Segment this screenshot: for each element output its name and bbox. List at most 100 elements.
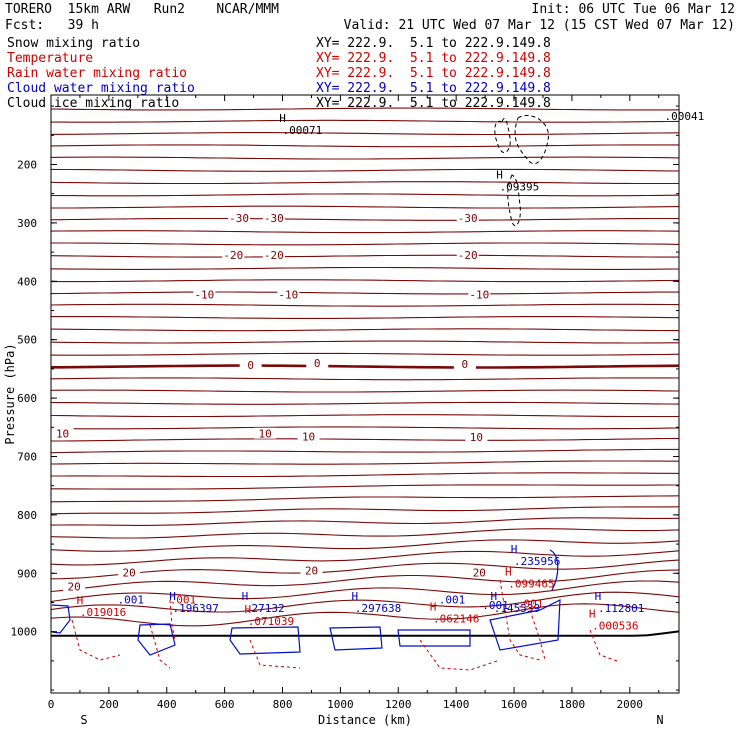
isotherm-line xyxy=(50,230,680,234)
isotherm-line xyxy=(50,352,680,356)
x-tick-label: 400 xyxy=(157,698,177,711)
x-axis-label: Distance (km) xyxy=(318,713,412,727)
isotherm-line xyxy=(50,539,680,552)
isotherm-line xyxy=(51,472,680,478)
legend-range: XY= 222.9. 5.1 to 222.9.149.8 xyxy=(316,51,551,66)
contour-label: -10 xyxy=(469,289,489,302)
extremum-value: .27132 xyxy=(245,602,285,615)
contour-label-bg xyxy=(193,288,216,300)
isotherm-line xyxy=(51,364,680,369)
contour-label-bg xyxy=(453,358,476,370)
extremum-marker: H xyxy=(511,543,518,556)
extremum-value: .00041 xyxy=(665,110,705,123)
isotherm-line xyxy=(50,168,680,172)
contour-label-bg xyxy=(456,212,479,224)
contour-label-bg xyxy=(222,249,245,261)
y-axis-label: Pressure (hPa) xyxy=(3,343,17,444)
isotherm-line xyxy=(50,389,680,393)
cloud-water-contour xyxy=(229,626,301,655)
contour-label: -30 xyxy=(264,212,284,225)
extremum-marker: H xyxy=(169,590,176,603)
extremum-marker: H xyxy=(352,590,359,603)
y-tick-label: 700 xyxy=(17,450,37,463)
contour-label-bg xyxy=(277,288,300,300)
isotherm-line xyxy=(50,132,680,136)
x-tick-label: 0 xyxy=(48,698,55,711)
x-tick-label: 1400 xyxy=(443,698,470,711)
contour-label: -20 xyxy=(223,249,243,262)
isotherm-line xyxy=(50,495,680,503)
extremum-marker: H xyxy=(496,168,503,181)
legend-range: XY= 222.9. 5.1 to 222.9.149.8 xyxy=(316,36,551,51)
extremum-value: .001 xyxy=(170,593,197,606)
extremum-value: .001 xyxy=(439,593,466,606)
extremum-marker: H xyxy=(505,566,512,579)
isotherm-line xyxy=(50,291,679,295)
cloud-water-contour xyxy=(549,549,559,591)
contour-label-bg xyxy=(63,580,86,592)
extremum-value: .071039 xyxy=(248,615,294,628)
plot-frame xyxy=(50,94,680,694)
isotherm-line xyxy=(50,266,680,270)
extremum-marker: H xyxy=(244,603,251,616)
contour-label: 0 xyxy=(462,358,469,371)
x-tick-label: 1200 xyxy=(385,698,412,711)
legend-label: Cloud ice mixing ratio xyxy=(7,96,180,111)
extremum-value: .099465 xyxy=(508,578,554,591)
x-tick-label: 600 xyxy=(215,698,235,711)
extremum-value: .145539 xyxy=(494,602,540,615)
isotherm-line xyxy=(50,254,679,258)
isotherm-line xyxy=(50,550,680,566)
rain-contour xyxy=(249,639,301,669)
contour-label: 20 xyxy=(68,581,81,594)
isotherm-line xyxy=(51,119,680,123)
isotherm-line xyxy=(51,437,680,442)
contour-label: 20 xyxy=(473,567,486,580)
contour-label-bg xyxy=(239,358,262,370)
y-tick-label: 500 xyxy=(17,334,37,347)
contour-label: 10 xyxy=(259,428,272,441)
legend-label: Cloud water mixing ratio xyxy=(7,81,195,96)
rain-contour xyxy=(149,624,171,669)
isotherm-line xyxy=(50,401,680,405)
model-title: TORERO 15km ARW Run2 NCAR/MMM xyxy=(5,2,279,17)
extremum-value: .001 xyxy=(482,599,509,612)
contour-label-bg xyxy=(306,357,329,369)
legend-range: XY= 222.9. 5.1 to 222.9.149.8 xyxy=(316,66,551,81)
extremum-value: .09395 xyxy=(500,180,540,193)
extremum-value: .000536 xyxy=(592,620,638,633)
extremum-value: .235956 xyxy=(514,555,560,568)
extremum-value: .019016 xyxy=(80,606,126,619)
contour-label-bg xyxy=(456,249,479,261)
contour-label-bg xyxy=(468,566,491,578)
legend-label: Rain water mixing ratio xyxy=(7,66,188,81)
extremum-value: .00071 xyxy=(283,124,323,137)
isotherm-line xyxy=(50,569,680,593)
snow-contour xyxy=(507,174,521,227)
isotherm-line xyxy=(50,340,679,344)
contour-label: 20 xyxy=(123,567,136,580)
cloud-water-contour xyxy=(51,604,71,634)
isotherm-line xyxy=(50,506,680,515)
y-tick-label: 1000 xyxy=(11,626,38,639)
rain-contour xyxy=(71,619,121,661)
y-tick-label: 400 xyxy=(17,275,37,288)
extremum-marker: H xyxy=(77,594,84,607)
legend-label: Temperature xyxy=(7,51,94,66)
contour-label: -30 xyxy=(229,212,249,225)
isotherm-line xyxy=(50,217,679,221)
init-time: Init: 06 UTC Tue 06 Mar 12 xyxy=(531,2,736,17)
isotherm-line xyxy=(51,279,680,283)
isotherm-line xyxy=(50,414,679,418)
rain-contour xyxy=(529,609,546,661)
y-tick-label: 900 xyxy=(17,567,37,580)
contour-label: -20 xyxy=(458,249,478,262)
valid-time: Valid: 21 UTC Wed 07 Mar 12 (15 CST Wed … xyxy=(343,18,735,33)
legend-label: Snow mixing ratio xyxy=(7,36,141,51)
isotherm-line xyxy=(51,316,680,319)
contour-label-bg xyxy=(468,288,491,300)
isotherm-line xyxy=(50,559,680,580)
isotherm-line xyxy=(50,448,679,454)
contour-label-bg xyxy=(262,212,285,224)
